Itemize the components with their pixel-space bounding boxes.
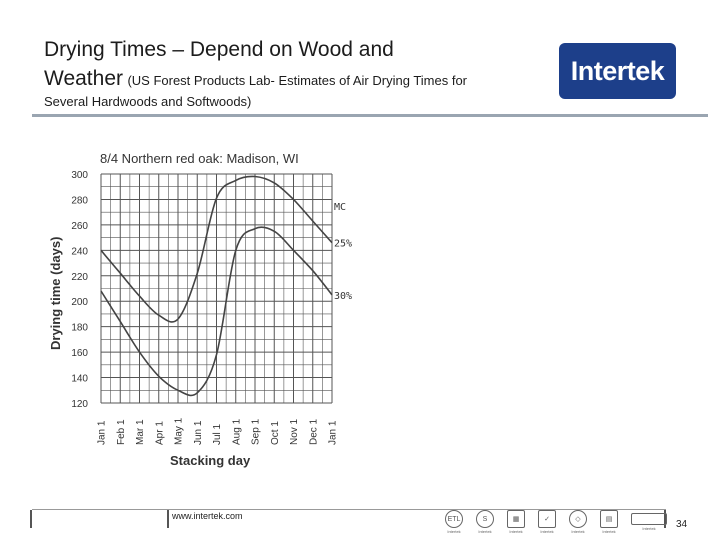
- x-tick-label: Feb 1: [116, 419, 127, 445]
- x-tick-label: Sep 1: [251, 418, 262, 445]
- sgs-mark-icon: ▦ Intertek: [506, 510, 526, 534]
- footer-bar-mid: [167, 510, 169, 528]
- certification-marks: ETL Intertek S Intertek ▦ Intertek ✓ Interte…: [444, 510, 668, 534]
- chart-xlabel: Stacking day: [170, 453, 251, 468]
- x-tick-label: Oct 1: [270, 421, 281, 445]
- intertek-logo: Intertek: [559, 43, 676, 99]
- grid-mark-icon: ▤ Intertek: [599, 510, 619, 534]
- legend-title: MC: [334, 202, 346, 213]
- series-label: 30%: [334, 291, 352, 302]
- x-tick-label: Jul 1: [212, 423, 223, 445]
- series-labels: 25% 30%: [334, 239, 352, 302]
- title-line-2-main: Weather: [44, 67, 123, 90]
- title-line-2: Weather (US Forest Products Lab- Estimat…: [44, 65, 544, 94]
- x-tick-label: Jan 1: [97, 420, 108, 445]
- series-line: [100, 226, 333, 397]
- footer-divider: [32, 509, 666, 510]
- s-mark-icon: S Intertek: [475, 510, 495, 534]
- y-tick-label: 280: [71, 195, 88, 206]
- y-tick-labels: 120 140 160 180 200 220 240 260 280 300: [71, 170, 88, 410]
- y-tick-label: 240: [71, 246, 88, 257]
- x-tick-label: Jan 1: [328, 420, 339, 445]
- series-lines: [100, 175, 333, 397]
- slide-title: Drying Times – Depend on Wood and Weathe…: [44, 36, 544, 94]
- chart-ylabel: Drying time (days): [48, 237, 63, 350]
- x-tick-label: Aug 1: [231, 418, 242, 445]
- footer-bar-right: [664, 510, 666, 528]
- x-tick-label: Nov 1: [289, 418, 300, 445]
- diamond-mark-icon: ◇ Intertek: [568, 510, 588, 534]
- x-tick-label: Dec 1: [308, 418, 319, 445]
- y-tick-label: 160: [71, 348, 88, 359]
- x-tick-label: May 1: [174, 417, 185, 445]
- slide-subtitle: Several Hardwoods and Softwoods): [44, 94, 252, 109]
- chart-grid: [100, 173, 333, 404]
- etl-mark-icon: ETL Intertek: [444, 510, 464, 534]
- series-label: 25%: [334, 239, 352, 250]
- y-tick-label: 200: [71, 297, 88, 308]
- chart-title: 8/4 Northern red oak: Madison, WI: [100, 151, 299, 166]
- x-tick-labels: Jan 1 Feb 1 Mar 1 Apr 1 May 1 Jun 1 Jul 1 Aug 1…: [97, 417, 339, 445]
- footer-bar-left: [30, 510, 32, 528]
- y-tick-label: 220: [71, 272, 88, 283]
- y-tick-label: 180: [71, 323, 88, 334]
- y-tick-label: 300: [71, 170, 88, 181]
- checkmark-cert-icon: ✓ Intertek: [537, 510, 557, 534]
- series-line: [100, 175, 333, 323]
- x-tick-label: Mar 1: [135, 419, 146, 445]
- y-tick-label: 140: [71, 374, 88, 385]
- website-url[interactable]: www.intertek.com: [172, 511, 243, 521]
- page-number: 34: [676, 519, 688, 530]
- x-tick-label: Jun 1: [193, 420, 204, 445]
- title-line-2-note: (US Forest Products Lab- Estimates of Ai…: [127, 73, 468, 88]
- x-tick-label: Apr 1: [154, 421, 165, 445]
- title-divider: [32, 114, 708, 117]
- title-line-1: Drying Times – Depend on Wood and: [44, 38, 394, 61]
- y-tick-label: 120: [71, 399, 88, 410]
- y-tick-label: 260: [71, 221, 88, 232]
- wide-cert-icon: Intertek: [630, 510, 668, 534]
- drying-time-chart: 8/4 Northern red oak: Madison, WI Drying…: [48, 151, 352, 468]
